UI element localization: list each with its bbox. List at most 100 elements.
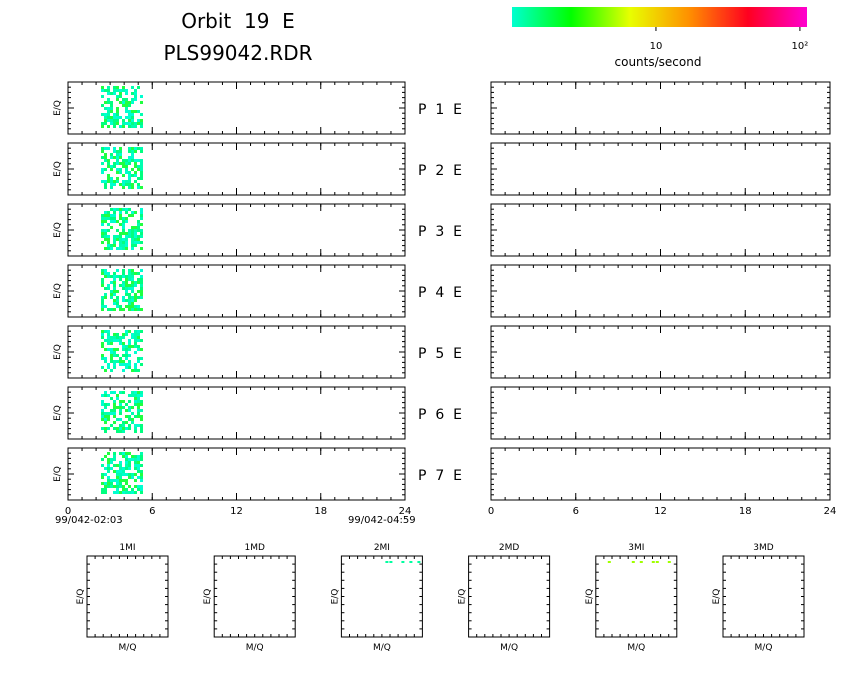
speckle: [140, 278, 143, 281]
speckle: [140, 122, 143, 125]
speckle: [101, 86, 104, 89]
speckle: [116, 171, 119, 174]
speckle: [125, 333, 128, 336]
speckle: [385, 561, 389, 563]
speckle: [104, 406, 107, 409]
speckle: [113, 391, 116, 394]
speckle: [122, 430, 125, 433]
speckle: [125, 299, 128, 302]
speckle: [107, 458, 110, 461]
speckle: [137, 476, 140, 479]
speckle: [119, 89, 122, 92]
speckle: [137, 238, 140, 241]
speckle: [137, 168, 140, 171]
speckle: [137, 461, 140, 464]
speckle: [107, 98, 110, 101]
speckle: [113, 116, 116, 119]
speckle: [122, 275, 125, 278]
speckle: [116, 430, 119, 433]
speckle: [104, 116, 107, 119]
speckle: [119, 147, 122, 150]
speckle: [125, 467, 128, 470]
speckle: [134, 345, 137, 348]
speckle: [107, 180, 110, 183]
speckle: [131, 159, 134, 162]
speckle: [122, 101, 125, 104]
speckle: [140, 229, 143, 232]
speckle: [110, 156, 113, 159]
speckle: [119, 211, 122, 214]
speckle: [131, 275, 134, 278]
speckle: [137, 336, 140, 339]
x-tick-label: 24: [824, 506, 837, 517]
speckle: [125, 357, 128, 360]
speckle: [131, 269, 134, 272]
speckle: [113, 278, 116, 281]
speckle: [107, 174, 110, 177]
panel-frame: [490, 264, 831, 318]
speckle: [113, 125, 116, 128]
speckle: [113, 238, 116, 241]
speckle: [104, 153, 107, 156]
speckle: [116, 180, 119, 183]
speckle: [122, 186, 125, 189]
speckle: [104, 89, 107, 92]
speckle: [101, 284, 104, 287]
speckle: [104, 186, 107, 189]
speckle: [101, 418, 104, 421]
speckle: [134, 491, 137, 494]
speckle: [104, 482, 107, 485]
speckle: [113, 214, 116, 217]
speckle: [134, 211, 137, 214]
speckle: [131, 278, 134, 281]
speckle: [104, 357, 107, 360]
speckle: [140, 247, 143, 250]
speckle: [110, 107, 113, 110]
speckle: [137, 305, 140, 308]
speckle: [122, 455, 125, 458]
speckle: [116, 220, 119, 223]
speckle: [125, 168, 128, 171]
speckle: [137, 147, 140, 150]
speckle: [122, 162, 125, 165]
speckle: [119, 247, 122, 250]
speckle: [134, 415, 137, 418]
speckle: [107, 287, 110, 290]
speckle: [119, 171, 122, 174]
speckle: [113, 208, 116, 211]
speckle: [110, 424, 113, 427]
speckle: [122, 473, 125, 476]
panel-frame: [490, 81, 831, 135]
speckle: [125, 479, 128, 482]
x-tick-label: 24: [399, 506, 412, 517]
speckle: [119, 223, 122, 226]
speckle: [122, 180, 125, 183]
speckle: [140, 125, 143, 128]
speckle: [140, 415, 143, 418]
speckle: [134, 305, 137, 308]
speckle: [137, 119, 140, 122]
speckle: [131, 101, 134, 104]
speckle: [140, 101, 143, 104]
speckle: [137, 369, 140, 372]
speckle: [104, 430, 107, 433]
speckle: [113, 165, 116, 168]
panel-label: P 1 E: [418, 102, 462, 118]
speckle: [119, 427, 122, 430]
speckle: [128, 339, 131, 342]
speckle: [116, 333, 119, 336]
speckle: [113, 406, 116, 409]
speckle: [137, 412, 140, 415]
speckle: [119, 482, 122, 485]
speckle: [140, 113, 143, 116]
speckle: [107, 482, 110, 485]
speckle: [137, 470, 140, 473]
speckle: [125, 165, 128, 168]
speckle: [107, 461, 110, 464]
speckle: [107, 177, 110, 180]
speckle: [667, 561, 671, 563]
speckle: [110, 153, 113, 156]
speckle: [107, 211, 110, 214]
speckle: [113, 415, 116, 418]
speckle: [119, 156, 122, 159]
